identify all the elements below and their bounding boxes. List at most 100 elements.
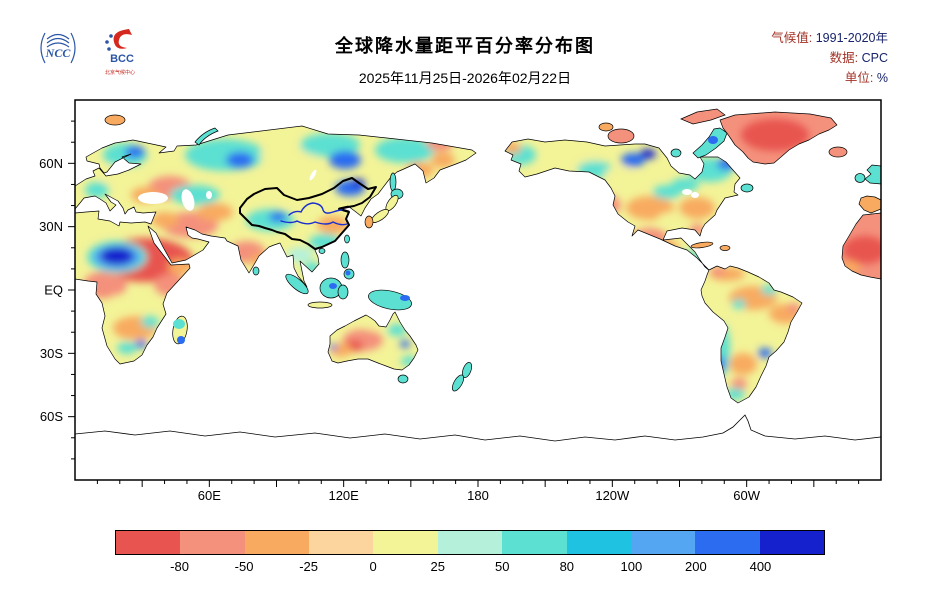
colorbar-segment	[180, 531, 245, 554]
climate-label: 气候值:	[771, 31, 813, 45]
lake-caspian	[181, 189, 195, 211]
island-novaya-zemlya	[194, 127, 219, 146]
island-madagascar-spot1	[173, 319, 185, 329]
axis-ticks: 60E 120E 180 120W 60W 60N 30N EQ 30S 60S	[39, 120, 860, 503]
island-tasmania	[397, 374, 409, 384]
lat-axis-label: 30N	[39, 219, 63, 234]
island-kyushu	[364, 215, 374, 229]
colorbar-segment	[309, 531, 374, 554]
island-cuba	[690, 241, 714, 249]
island-hainan	[318, 248, 326, 254]
colorbar-tick-label: -50	[234, 559, 254, 574]
lon-axis-label: 120E	[328, 488, 359, 503]
island-hispaniola	[719, 245, 731, 251]
lake-huron	[691, 192, 699, 198]
china-border	[239, 177, 377, 250]
landmass-antarctica	[74, 414, 882, 481]
island-ellesmere	[680, 108, 726, 125]
island-new-guinea	[368, 289, 412, 311]
lat-axis-label: 60N	[39, 156, 63, 171]
island-iceland	[828, 146, 848, 158]
colorbar-tick-label: 80	[559, 559, 575, 574]
island-luzon	[340, 251, 350, 269]
lake-baikal	[309, 169, 317, 181]
colorbar-segment	[437, 531, 503, 554]
colorbar-segment	[116, 531, 181, 554]
landmass-afro-eurasia	[74, 125, 477, 365]
island-iberia	[858, 195, 882, 214]
colorbar-segment	[244, 531, 310, 554]
bcc-logo-label: BCC	[110, 53, 134, 65]
island-ireland	[854, 173, 866, 183]
colorbar-wrap: -80 -50 -25 0 25 50 80 100 200 400	[115, 530, 825, 575]
colorbar-segment	[630, 531, 696, 554]
data-label: 数据:	[829, 51, 859, 65]
colorbar-tick-label: 50	[495, 559, 510, 574]
ncc-emblem-icon: NCC	[40, 32, 76, 64]
world-map-svg: 60E 120E 180 120W 60W 60N 30N EQ 30S 60S	[39, 99, 882, 503]
unit-label: 单位:	[844, 71, 874, 85]
colorbar-segment	[502, 531, 567, 554]
climate-value: 1991-2020年	[815, 31, 888, 45]
colorbar-tick-label: 400	[749, 559, 772, 574]
lake-aral	[206, 191, 212, 199]
island-uk	[864, 164, 882, 185]
meta-block: 气候值: 1991-2020年 数据: CPC 单位: %	[771, 28, 888, 88]
yangtze-river	[280, 220, 348, 226]
lake-superior	[682, 189, 692, 195]
lon-axis-label: 60W	[733, 488, 760, 503]
islands	[104, 108, 882, 392]
ncc-logo: NCC	[34, 24, 82, 82]
colorbar-tick-label: 0	[369, 559, 377, 574]
yellow-river	[288, 202, 343, 216]
colorbar-tick-label: -80	[170, 559, 189, 574]
anomaly-blobs-australia	[329, 319, 417, 366]
logo-group: NCC BCC 北京气候中心	[34, 24, 144, 82]
bcc-logo-caption: 北京气候中心	[104, 70, 135, 76]
colorbar-tick-label: 100	[620, 559, 643, 574]
date-range: 2025年11月25日-2026年02月22日	[358, 70, 572, 86]
meta-climate-line: 气候值: 1991-2020年	[771, 28, 888, 48]
island-sulawesi	[337, 284, 349, 300]
island-madagascar-spot2	[177, 336, 185, 344]
meta-data-line: 数据: CPC	[771, 48, 888, 68]
lakes	[138, 169, 699, 211]
colorbar-segment	[759, 531, 824, 554]
lon-axis-label: 180	[467, 488, 489, 503]
colorbar-tick-label: 25	[430, 559, 445, 574]
island-victoria	[607, 128, 635, 144]
island-nz-south	[451, 374, 465, 392]
island-sri-lanka	[252, 266, 260, 276]
page-title: 全球降水量距平百分率分布图	[335, 36, 595, 56]
island-mindanao-spot	[345, 270, 351, 276]
lat-axis-label: EQ	[44, 283, 63, 298]
lake-black-sea	[138, 192, 168, 204]
colorbar-labels: -80 -50 -25 0 25 50 80 100 200 400	[115, 555, 825, 575]
island-java	[307, 301, 333, 309]
ncc-logo-label: NCC	[45, 46, 72, 60]
lon-axis-label: 60E	[198, 488, 221, 503]
data-value: CPC	[861, 51, 888, 65]
colorbar	[115, 530, 825, 555]
unit-value: %	[876, 71, 888, 85]
island-banks	[598, 122, 614, 132]
island-newfoundland	[740, 183, 754, 193]
title-block: 全球降水量距平百分率分布图 2025年11月25日-2026年02月22日	[0, 32, 930, 88]
island-baffin-spot	[708, 136, 718, 144]
colorbar-segment	[695, 531, 760, 554]
island-svalbard	[104, 114, 126, 126]
colorbar-tick-label: -25	[299, 559, 319, 574]
island-nz-north	[462, 362, 472, 378]
landmass-australia	[327, 311, 419, 371]
island-new-guinea-spot	[400, 295, 410, 301]
island-southampton	[670, 148, 682, 158]
anomaly-blobs-afro-eurasia	[83, 133, 455, 354]
bcc-emblem-icon: BCC	[105, 29, 134, 65]
colorbar-segment	[373, 531, 438, 554]
colorbar-tick-label: 200	[685, 559, 707, 574]
meta-unit-line: 单位: %	[771, 68, 888, 88]
lat-axis-label: 30S	[40, 346, 63, 361]
island-taiwan	[344, 234, 350, 244]
bcc-logo: BCC 北京气候中心	[96, 24, 144, 82]
lat-axis-label: 60S	[40, 409, 63, 424]
